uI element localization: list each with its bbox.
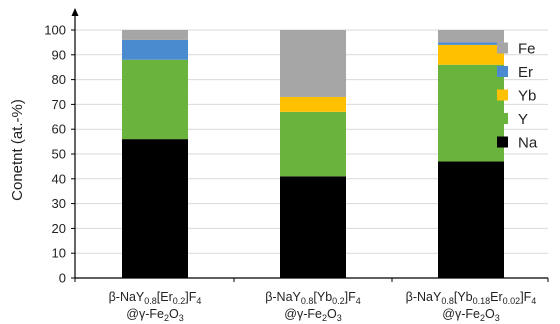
bar-segment-yb	[280, 96, 346, 112]
x-category-label-line1: β-NaY0.8[Yb0.2]F4	[265, 290, 361, 306]
legend-swatch-er	[497, 66, 508, 77]
x-category-label-line1: β-NaY0.8[Er0.2]F4	[109, 290, 202, 306]
legend-label-na: Na	[518, 135, 538, 152]
bar-segment-na	[438, 161, 504, 278]
y-tick-label: 50	[52, 147, 66, 162]
legend-label-er: Er	[518, 64, 533, 81]
y-axis-arrow-icon	[71, 8, 79, 16]
legend-swatch-fe	[497, 42, 508, 54]
x-category-label-line1: β-NaY0.8[Yb0.18Er0.02]F4	[406, 290, 537, 306]
bar-segment-na	[122, 139, 188, 278]
y-tick-label: 30	[52, 196, 66, 211]
y-tick-label: 100	[44, 23, 66, 38]
bar-segment-y	[280, 111, 346, 177]
legend-swatch-y	[497, 113, 508, 124]
x-category-label-line2: @γ-Fe2O3	[126, 307, 183, 323]
y-tick-label: 20	[52, 221, 66, 236]
legend: Fe Er Yb Y Na	[497, 41, 538, 152]
y-tick-label: 90	[52, 47, 66, 62]
y-tick-label: 0	[59, 271, 66, 286]
y-tick-label: 10	[52, 246, 66, 261]
legend-swatch-na	[497, 136, 508, 148]
y-tick-label: 40	[52, 171, 66, 186]
bar-segment-yb	[438, 44, 504, 65]
bar-segment-fe	[122, 30, 188, 40]
legend-label-fe: Fe	[518, 41, 536, 58]
y-tick-label: 80	[52, 72, 66, 87]
bar-segment-y	[122, 59, 188, 140]
bar-segment-y	[438, 64, 504, 162]
bar-segment-er	[438, 42, 504, 45]
x-category-labels: β-NaY0.8[Er0.2]F4@γ-Fe2O3β-NaY0.8[Yb0.2]…	[109, 290, 537, 323]
legend-swatch-yb	[497, 89, 508, 101]
bars	[122, 30, 504, 278]
y-tick-labels: 0 10 20 30 40 50 60 70 80 90 100	[44, 23, 66, 286]
y-tick-label: 60	[52, 122, 66, 137]
y-axis-title: Conetnt (at.-%)	[9, 99, 26, 201]
bar-segment-fe	[438, 30, 504, 43]
y-tick-label: 70	[52, 97, 66, 112]
legend-label-yb: Yb	[518, 88, 536, 105]
bar-segment-fe	[280, 30, 346, 97]
axes	[71, 8, 549, 282]
bar-segment-er	[122, 39, 188, 60]
legend-label-y: Y	[518, 111, 528, 128]
x-category-label-line2: @γ-Fe2O3	[284, 307, 341, 323]
bar-segment-na	[280, 176, 346, 278]
x-category-label-line2: @γ-Fe2O3	[442, 307, 499, 323]
